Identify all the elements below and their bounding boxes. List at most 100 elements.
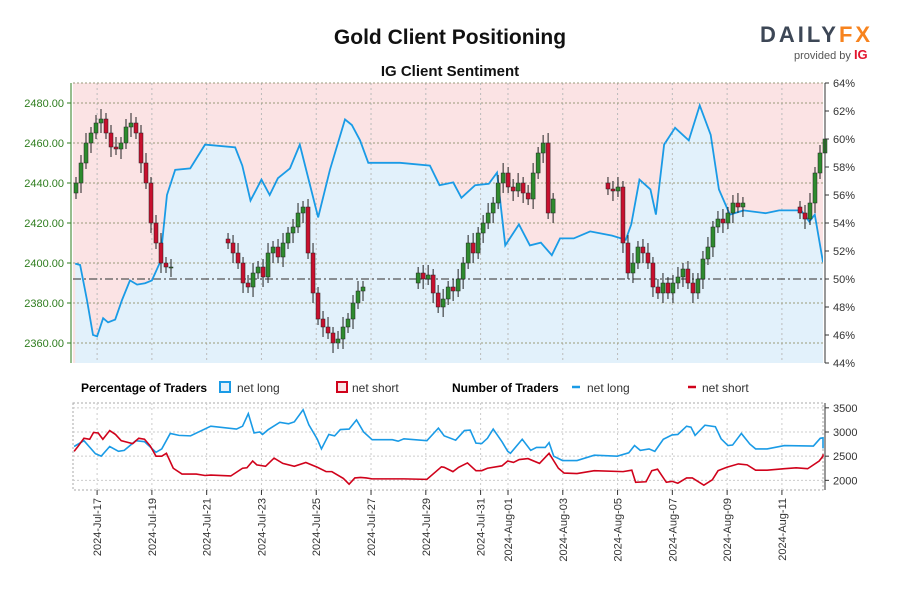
candle-body: [435, 292, 441, 308]
candle-body: [495, 182, 501, 204]
net-long-area: [75, 105, 823, 363]
candle-body: [330, 332, 336, 344]
candle-body: [133, 122, 139, 134]
candle-body: [465, 242, 471, 264]
x-tick-label: 2024-Jul-21: [202, 498, 214, 556]
candle-body: [425, 274, 431, 280]
candle-body: [705, 246, 711, 260]
candle-body: [515, 182, 521, 192]
x-tick-label: 2024-Jul-27: [366, 498, 378, 556]
net-long-count-line: [73, 408, 824, 462]
candle-body: [797, 206, 803, 214]
candle-body: [510, 186, 516, 192]
chart-subtitle: IG Client Sentiment: [380, 63, 520, 80]
legend-num-long: net long: [587, 381, 630, 395]
price-tick-label: 2460.00: [24, 138, 64, 150]
pct-tick-label: 56%: [833, 190, 855, 202]
legend-num-short: net short: [702, 381, 749, 395]
candle-body: [460, 262, 466, 280]
candle-body: [350, 302, 356, 320]
candle-body: [128, 122, 134, 128]
logo-provided-by: provided by: [794, 50, 851, 62]
candle-body: [73, 182, 79, 194]
price-tick-label: 2400.00: [24, 258, 64, 270]
chart-title: Gold Client Positioning: [333, 26, 567, 49]
candle-body: [695, 278, 701, 294]
candle-body: [78, 162, 84, 184]
candle-body: [665, 282, 671, 294]
candle-body: [817, 152, 823, 174]
price-tick-label: 2440.00: [24, 178, 64, 190]
candle-body: [360, 286, 366, 292]
price-tick-label: 2420.00: [24, 218, 64, 230]
candle-body: [505, 172, 511, 188]
candle-body: [802, 212, 808, 220]
candle-body: [545, 142, 551, 214]
candle-body: [335, 338, 341, 344]
pct-tick-label: 48%: [833, 302, 855, 314]
candle-body: [812, 172, 818, 204]
candle-body: [635, 246, 641, 264]
count-tick-label: 2000: [833, 475, 857, 487]
x-tick-label: 2024-Jul-29: [421, 498, 433, 556]
candle-body: [485, 212, 491, 224]
x-tick-label: 2024-Jul-19: [147, 498, 159, 556]
candle-body: [355, 290, 361, 304]
candle-body: [265, 252, 271, 278]
candle-body: [153, 222, 159, 244]
candle-body: [445, 286, 451, 300]
candle-body: [480, 222, 486, 234]
x-tick-label: 2024-Aug-09: [722, 498, 734, 562]
candle-body: [320, 318, 326, 328]
dailyfx-logo: DAILYFX provided by IG: [760, 22, 874, 62]
candle-body: [255, 266, 261, 274]
candle-body: [285, 232, 291, 244]
pct-tick-label: 52%: [833, 246, 855, 258]
candle-body: [605, 182, 611, 190]
count-tick-label: 3000: [833, 427, 857, 439]
candle-body: [525, 192, 531, 200]
candle-body: [430, 274, 436, 294]
candle-body: [290, 226, 296, 234]
candle-body: [108, 132, 114, 148]
candle-body: [500, 172, 506, 184]
candle-body: [225, 238, 231, 244]
price-tick-label: 2380.00: [24, 298, 64, 310]
candle-body: [715, 218, 721, 228]
candle-body: [143, 162, 149, 184]
candle-body: [725, 212, 731, 224]
candle-body: [118, 142, 124, 150]
sentiment-line: [74, 102, 823, 338]
candle-body: [250, 272, 256, 288]
x-tick-label: 2024-Jul-17: [92, 498, 104, 556]
candle-body: [540, 142, 546, 154]
candle-body: [245, 282, 251, 288]
candle-body: [670, 282, 676, 294]
legend-pct-heading: Percentage of Traders: [81, 381, 207, 395]
candle-body: [315, 292, 321, 320]
pct-tick-label: 46%: [833, 330, 855, 342]
candle-body: [690, 282, 696, 294]
candle-body: [345, 318, 351, 328]
candle-body: [310, 252, 316, 294]
pct-tick-label: 62%: [833, 106, 855, 118]
candle-body: [230, 242, 236, 254]
candle-body: [610, 188, 616, 192]
candle-body: [275, 246, 281, 258]
candle-body: [630, 262, 636, 274]
candle-body: [700, 258, 706, 280]
candle-body: [655, 286, 661, 294]
candle-body: [98, 118, 104, 124]
candle-body: [280, 242, 286, 258]
count-tick-label: 3500: [833, 403, 857, 415]
candle-body: [650, 262, 656, 288]
candle-body: [735, 202, 741, 208]
candle-body: [123, 126, 129, 144]
candle-body: [138, 132, 144, 164]
x-tick-label: 2024-Jul-31: [476, 498, 488, 556]
logo-brand-b: FX: [838, 22, 874, 47]
candle-body: [83, 142, 89, 164]
legend-num-heading: Number of Traders: [452, 381, 559, 395]
candle-body: [158, 242, 164, 264]
